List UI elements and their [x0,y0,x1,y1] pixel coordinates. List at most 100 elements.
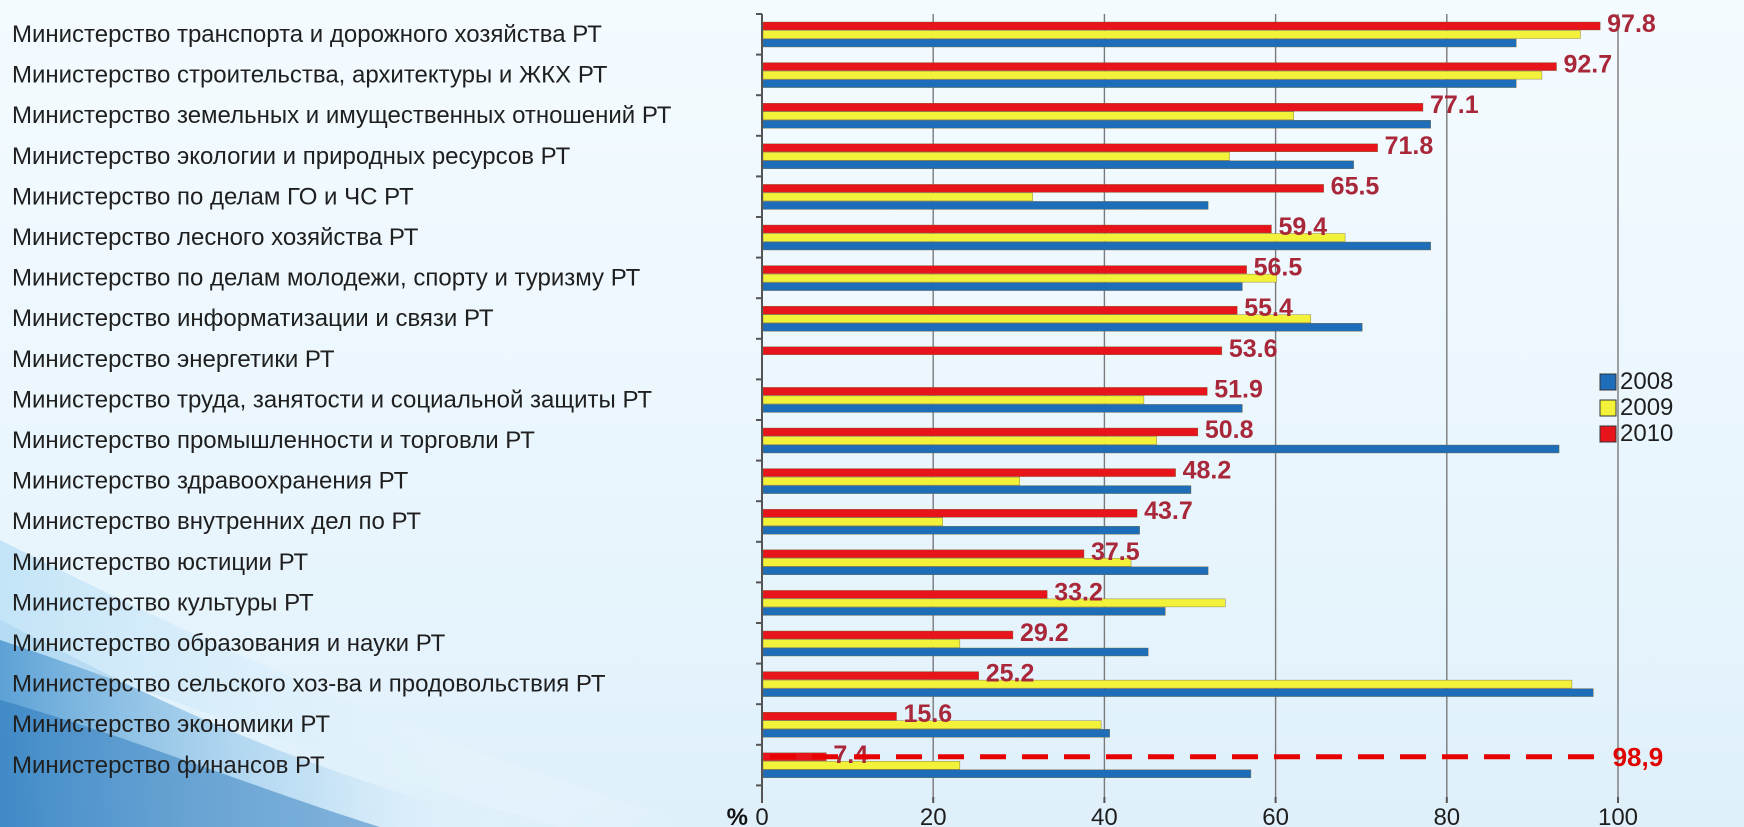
bar-2008 [762,485,1192,494]
bar-2008 [762,404,1243,413]
x-tick-label: 100 [1598,804,1638,827]
category-label: Министерство образования и науки РТ [12,630,446,657]
legend-label-2010: 2010 [1620,420,1673,447]
bar-2010 [762,143,1378,153]
bar-2009 [762,436,1157,445]
category-label: Министерство земельных и имущественных о… [12,102,672,129]
data-label: 92.7 [1564,51,1613,79]
data-label: 53.6 [1229,335,1278,363]
category-label: Министерство внутренних дел по РТ [12,508,421,535]
bar-2010 [762,265,1247,274]
data-label: 37.5 [1091,538,1140,566]
bar-2010 [762,427,1199,437]
legend-swatch-2010 [1599,425,1617,443]
bar-2010 [762,102,1424,112]
reference-line-label: 98,9 [1613,742,1664,772]
bar-2009 [762,639,961,648]
bar-2010 [762,630,1014,640]
bar-2009 [762,30,1581,39]
bar-2008 [762,201,1209,210]
data-label: 59.4 [1278,213,1327,241]
legend-swatch-2009 [1599,399,1617,417]
bar-2010 [762,184,1324,193]
data-label: 48.2 [1183,457,1232,485]
data-label: 50.8 [1205,416,1254,444]
bar-2009 [762,192,1033,202]
bar-2010 [762,468,1176,477]
bar-2008 [762,647,1149,657]
data-label: 43.7 [1144,497,1193,525]
bar-2008 [762,526,1140,535]
bar-2008 [762,38,1517,48]
bar-2010 [762,509,1138,518]
bars-layer [762,21,1601,778]
category-label: Министерство строительства, архитектуры … [12,62,608,89]
bar-2008 [762,79,1517,88]
bar-2010 [762,306,1238,315]
bar-2008 [762,729,1110,738]
category-label: Министерство финансов РТ [12,752,325,779]
bar-2010 [762,224,1272,234]
bar-2008 [762,444,1560,454]
reference-layer: 98,9 [770,742,1663,772]
category-label: Министерство культуры РТ [12,589,314,616]
axis-layer: 0 20 40 60 80 100% [727,13,1638,827]
category-label: Министерство энергетики РТ [12,346,335,373]
bar-2009 [762,70,1543,80]
bar-2008 [762,119,1431,129]
bar-2008 [762,566,1209,575]
category-label: Министерство экономики РТ [12,711,330,738]
data-label: 33.2 [1054,578,1103,606]
bar-2009 [762,598,1226,608]
x-tick-label: 0 [755,804,768,827]
bar-2008 [762,323,1363,332]
data-label: 25.2 [986,660,1035,688]
x-tick-label: 20 [920,804,947,827]
legend-label-2008: 2008 [1620,368,1673,395]
category-label: Министерство информатизации и связи РТ [12,305,494,332]
bar-2009 [762,314,1312,323]
bar-2009 [762,152,1230,161]
bar-2010 [762,712,897,721]
category-label: Министерство по делам молодежи, спорту и… [12,265,641,292]
bar-2009 [762,558,1132,567]
x-tick-label: 40 [1091,804,1118,827]
x-tick-label: 60 [1262,804,1289,827]
bar-2010 [762,671,979,680]
data-label: 77.1 [1430,91,1479,119]
category-label: Министерство труда, занятости и социальн… [12,386,652,413]
category-label: Министерство по делам ГО и ЧС РТ [12,183,414,210]
bar-2009 [762,476,1020,486]
data-label: 65.5 [1331,172,1380,200]
category-label: Министерство промышленности и торговли Р… [12,427,535,454]
bar-2010 [762,62,1557,71]
data-label: 55.4 [1244,294,1293,322]
data-label: 51.9 [1214,375,1263,403]
bar-2008 [762,688,1594,697]
bar-2010 [762,346,1223,355]
x-tick-label: 80 [1433,804,1460,827]
bar-2009 [762,517,943,526]
bar-2010 [762,387,1208,396]
category-label: Министерство лесного хозяйства РТ [12,224,419,251]
data-label: 71.8 [1385,132,1434,160]
bar-2009 [762,273,1277,283]
bar-2009 [762,395,1145,405]
bar-2008 [762,282,1243,291]
bar-2008 [762,769,1252,778]
bar-2009 [762,679,1573,689]
legend-swatch-2008 [1599,373,1617,391]
data-label: 97.8 [1607,10,1656,38]
labels-layer: Министерство транспорта и дорожного хозя… [12,10,1656,779]
x-axis-unit-label: % [727,804,748,827]
bar-2009 [762,233,1346,242]
bar-2010 [762,549,1085,558]
category-label: Министерство транспорта и дорожного хозя… [12,21,602,48]
bar-2010 [762,21,1601,31]
category-label: Министерство экологии и природных ресурс… [12,143,571,170]
bar-2008 [762,607,1166,616]
data-label: 56.5 [1254,254,1303,282]
bar-2010 [762,590,1048,599]
